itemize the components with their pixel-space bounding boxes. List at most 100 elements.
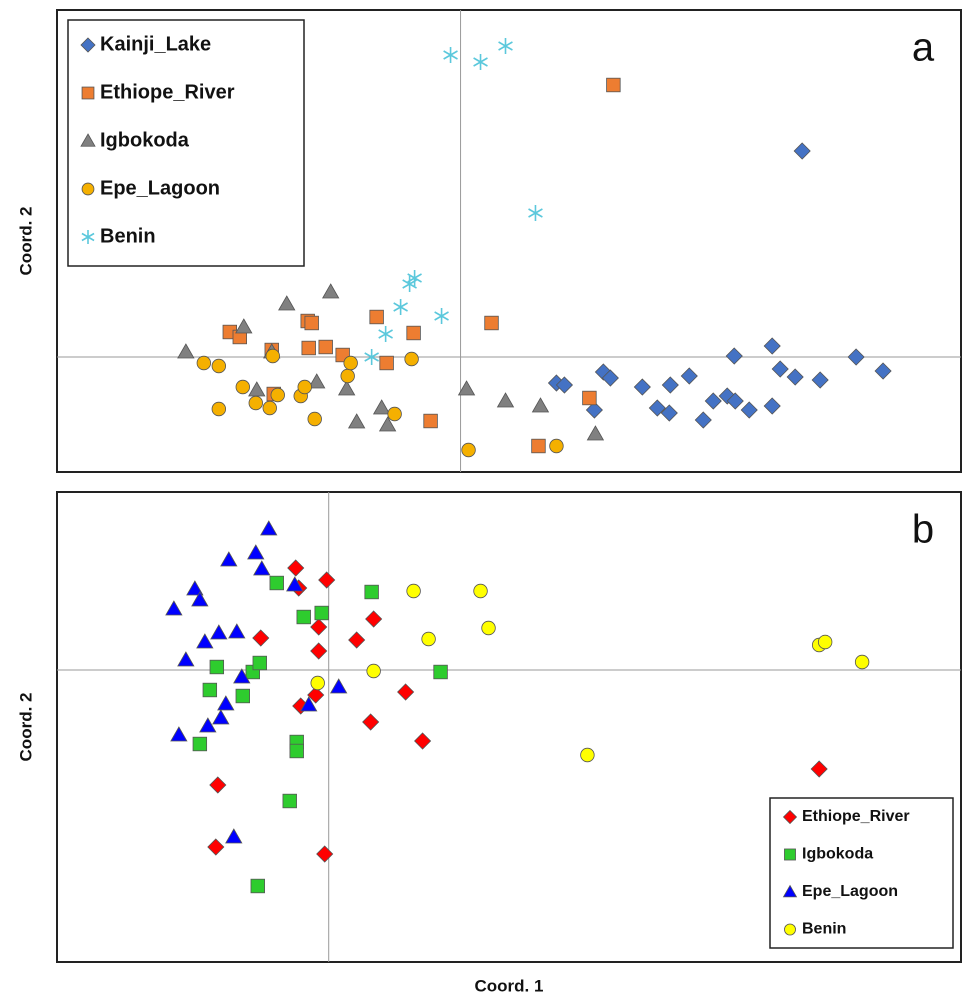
legend-label: Ethiope_River — [802, 808, 910, 825]
x-axis-label: Coord. 1 — [475, 976, 544, 995]
point — [310, 642, 328, 660]
point — [269, 575, 284, 591]
point — [484, 315, 499, 331]
legend-marker — [81, 230, 95, 244]
point — [694, 411, 712, 429]
legend-label: Benin — [802, 921, 846, 938]
point — [771, 360, 789, 378]
point — [296, 609, 311, 625]
point — [212, 709, 230, 725]
point — [763, 337, 781, 355]
point — [648, 399, 666, 417]
point — [406, 583, 421, 599]
point — [202, 682, 218, 698]
point — [496, 392, 515, 408]
point — [314, 605, 329, 621]
point — [250, 878, 265, 894]
point — [763, 397, 781, 415]
legend-marker — [782, 884, 798, 898]
point — [337, 380, 356, 396]
legend-label: Ethiope_River — [100, 81, 235, 103]
point — [348, 631, 366, 649]
panel-label: a — [912, 26, 935, 70]
point — [366, 663, 381, 679]
point — [414, 732, 432, 750]
point — [433, 664, 448, 680]
point — [340, 368, 355, 384]
point — [310, 618, 328, 636]
point — [528, 205, 543, 221]
point — [310, 675, 325, 691]
point — [265, 348, 280, 364]
point — [461, 442, 476, 458]
point — [191, 591, 209, 607]
point — [247, 544, 265, 560]
point — [210, 624, 228, 640]
point — [308, 373, 326, 389]
point — [207, 838, 225, 856]
point — [343, 355, 358, 371]
point — [307, 411, 322, 427]
point — [531, 397, 550, 413]
legend-marker — [81, 182, 95, 196]
legend-marker — [81, 86, 95, 100]
point — [235, 688, 250, 704]
point — [549, 438, 564, 454]
point — [457, 380, 476, 396]
point — [186, 580, 204, 596]
point — [300, 696, 318, 712]
point — [322, 283, 340, 299]
point — [793, 142, 811, 160]
point — [378, 326, 393, 342]
legend-marker — [784, 848, 796, 861]
legend-marker — [80, 133, 96, 147]
point — [582, 390, 597, 406]
point — [378, 416, 397, 432]
point — [233, 668, 251, 684]
point — [786, 368, 804, 386]
legend-label: Epe_Lagoon — [100, 177, 220, 199]
point — [847, 348, 865, 366]
point — [297, 379, 312, 395]
point — [209, 659, 225, 675]
point — [473, 583, 488, 599]
point — [704, 392, 722, 410]
point — [740, 401, 758, 419]
point — [811, 371, 829, 389]
panel-label: b — [912, 508, 934, 552]
point — [423, 413, 438, 429]
point — [606, 77, 621, 93]
point — [362, 713, 380, 731]
point — [397, 683, 415, 701]
point — [278, 295, 296, 311]
y-axis-label: Coord. 2 — [16, 207, 35, 276]
point — [209, 776, 227, 794]
legend-marker — [784, 923, 796, 936]
point — [404, 351, 419, 367]
point — [318, 339, 333, 355]
point — [252, 629, 270, 647]
point — [253, 560, 271, 576]
point — [217, 695, 235, 711]
point — [365, 610, 383, 628]
point — [531, 438, 546, 454]
point — [726, 392, 744, 410]
point — [601, 369, 619, 387]
point — [393, 299, 408, 315]
point — [304, 315, 319, 331]
legend-label: Kainji_Lake — [100, 33, 211, 55]
point — [287, 559, 305, 577]
point — [248, 395, 263, 411]
point — [387, 406, 402, 422]
plot-frame — [56, 9, 962, 473]
legend-label: Benin — [100, 225, 156, 247]
point — [421, 631, 436, 647]
point — [165, 600, 183, 616]
point — [235, 379, 250, 395]
point — [329, 678, 348, 694]
point — [660, 404, 678, 422]
plot-frame — [56, 491, 962, 963]
point — [347, 413, 366, 429]
point — [301, 340, 316, 356]
